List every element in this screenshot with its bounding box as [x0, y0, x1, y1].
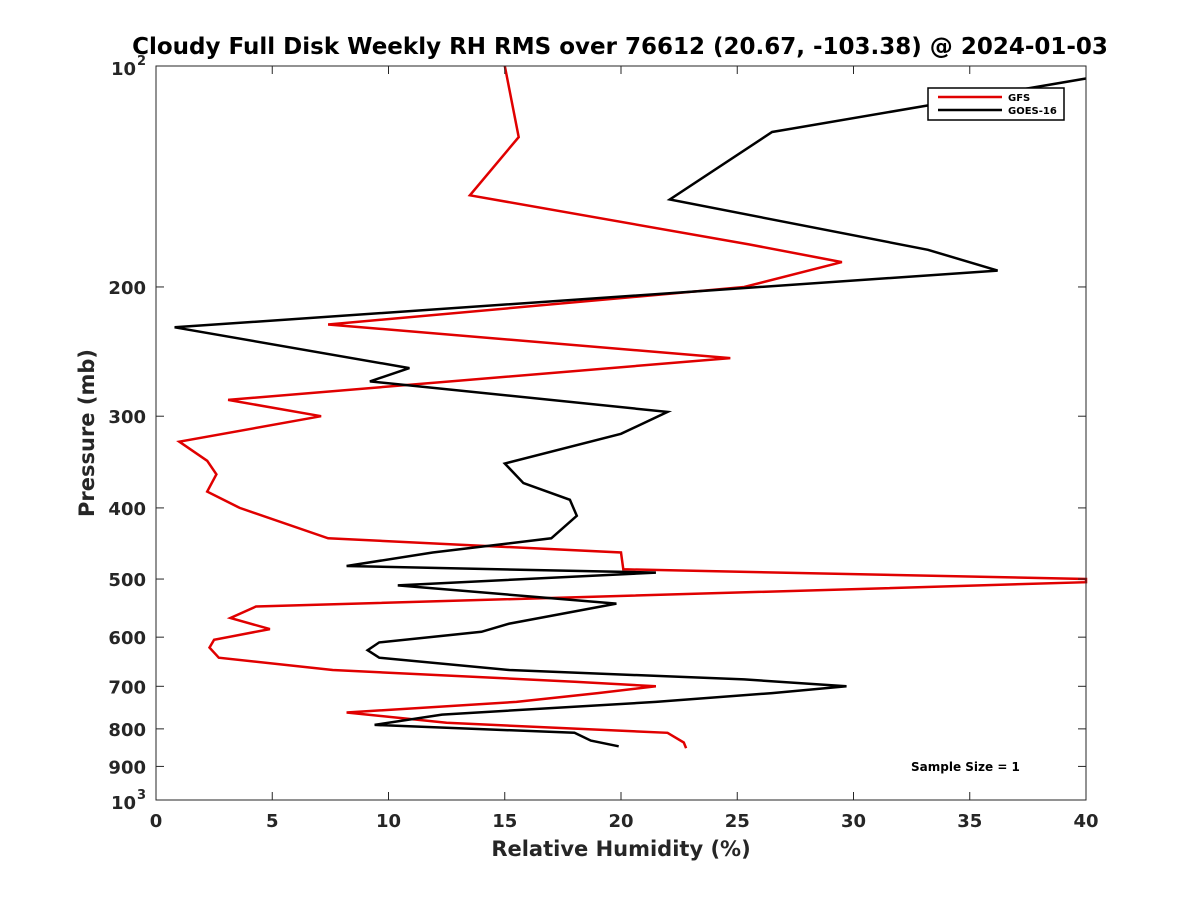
y-tick-label: 600	[108, 628, 146, 649]
y-tick-label: 300	[108, 407, 146, 428]
y-tick-label: 500	[108, 570, 146, 591]
y-tick-label: 800	[108, 720, 146, 741]
legend-label-goes16: GOES-16	[1008, 106, 1057, 117]
legend-label-gfs: GFS	[1008, 93, 1030, 104]
legend-box	[927, 87, 1065, 121]
y-axis-label: Pressure (mb)	[75, 349, 99, 517]
plot-area: 0 5 10 15 20 25 30 35 40 10 220030040050060070080…	[108, 54, 1098, 832]
chart-title: Cloudy Full Disk Weekly RH RMS over 7661…	[132, 34, 1108, 60]
series-line-goes16	[174, 77, 1087, 748]
x-tick-label: 30	[841, 811, 866, 832]
x-tick-label: 20	[608, 811, 633, 832]
x-tick-label: 10	[376, 811, 401, 832]
x-axis-ticks: 0 5 10 15 20 25 30 35 40	[150, 66, 1099, 832]
y-tick-label: 400	[108, 499, 146, 520]
y-tick-label-exponent: 3	[137, 788, 146, 803]
y-tick-label: 900	[108, 757, 146, 778]
x-tick-label: 25	[725, 811, 750, 832]
y-tick-label: 700	[108, 677, 146, 698]
y-tick-label-exponent: 2	[137, 54, 146, 69]
x-axis-label: Relative Humidity (%)	[491, 837, 750, 861]
legend: GFS GOES-16	[927, 87, 1065, 121]
x-tick-label: 0	[150, 811, 163, 832]
sample-size-annotation: Sample Size = 1	[911, 760, 1020, 774]
x-tick-label: 40	[1073, 811, 1098, 832]
x-tick-label: 15	[492, 811, 517, 832]
x-tick-label: 5	[266, 811, 279, 832]
x-tick-label: 35	[957, 811, 982, 832]
y-tick-label-power: 10	[111, 793, 136, 814]
y-tick-label-power: 10	[111, 59, 136, 80]
y-tick-label: 200	[108, 278, 146, 299]
